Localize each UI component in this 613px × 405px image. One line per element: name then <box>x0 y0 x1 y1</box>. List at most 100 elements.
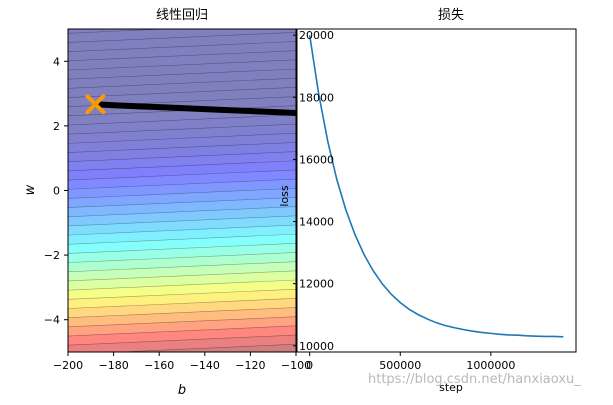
x-tick-label: 1000000 <box>466 359 515 372</box>
contour-x-ticks: −200 −180 −160 −140 −120 −100 <box>53 352 311 372</box>
contour-line <box>68 132 296 144</box>
contour-line <box>68 197 296 208</box>
y-tick-label: 10000 <box>299 340 334 353</box>
loss-title: 损失 <box>438 8 464 23</box>
contour-line <box>68 41 296 52</box>
contour-band <box>68 307 296 328</box>
contour-line <box>114 343 296 352</box>
contour-band <box>68 59 296 80</box>
contour-band <box>68 68 296 89</box>
contour-line <box>68 270 296 282</box>
y-tick-label: 0 <box>53 185 60 198</box>
contour-field <box>66 0 298 352</box>
x-tick-label: 500000 <box>379 359 421 372</box>
contour-line <box>68 151 296 163</box>
contour-line <box>68 206 296 218</box>
contour-line <box>68 261 296 273</box>
y-tick-label: 16000 <box>299 153 334 166</box>
contour-band <box>68 334 296 352</box>
contour-ylabel: w <box>23 184 38 195</box>
contour-line <box>68 29 172 34</box>
y-tick-label: 4 <box>53 55 60 68</box>
contour-line <box>68 334 296 346</box>
contour-title: 线性回归 <box>156 8 208 23</box>
contour-band <box>68 224 296 245</box>
contour-line <box>68 279 296 291</box>
loss-curve <box>308 35 564 338</box>
loss-ylabel: loss <box>278 185 291 207</box>
contour-band <box>68 169 296 190</box>
y-tick-label: −4 <box>44 314 60 327</box>
contour-band <box>68 197 296 218</box>
contour-y-ticks: −4 −2 0 2 4 <box>44 55 68 327</box>
x-tick-label: −180 <box>98 359 128 372</box>
contour-band <box>68 32 296 52</box>
contour-band <box>68 298 296 318</box>
contour-line <box>68 114 296 126</box>
contour-band <box>68 151 296 172</box>
contour-line <box>68 215 296 227</box>
contour-band <box>68 187 296 208</box>
contour-line <box>68 316 296 328</box>
contour-band <box>68 142 296 163</box>
contour-line <box>68 77 296 89</box>
contour-line <box>68 224 296 236</box>
x-tick-label: −100 <box>281 359 311 372</box>
x-tick-label: −120 <box>235 359 265 372</box>
contour-band <box>68 261 296 282</box>
contour-band <box>68 50 296 71</box>
contour-line <box>68 243 296 254</box>
contour-line <box>68 160 296 172</box>
contour-band <box>66 0 298 6</box>
contour-line <box>68 325 296 337</box>
contour-line <box>68 32 296 43</box>
minimum-marker <box>85 94 106 115</box>
loss-axes: 损失 0 500000 1000000 10000 12000 14000 16000 18… <box>278 8 577 394</box>
contour-band <box>68 114 296 135</box>
contour-line <box>68 307 296 318</box>
contour-band <box>68 215 296 236</box>
contour-band <box>68 160 296 181</box>
contour-band <box>68 41 296 62</box>
contour-line <box>68 123 296 135</box>
contour-band <box>68 132 296 153</box>
x-tick-label: −140 <box>190 359 220 372</box>
y-tick-label: 20000 <box>299 29 334 42</box>
contour-band <box>68 288 296 309</box>
contour-band <box>68 279 296 300</box>
y-tick-label: 2 <box>53 120 60 133</box>
contour-band <box>68 233 296 254</box>
descent-path <box>95 101 296 116</box>
x-tick-label: −160 <box>144 359 174 372</box>
loss-frame <box>296 28 577 353</box>
x-tick-label: 0 <box>306 359 313 372</box>
contour-band <box>68 316 296 337</box>
contour-line <box>68 298 296 309</box>
contour-band <box>68 243 296 263</box>
contour-band <box>114 343 296 352</box>
watermark: https://blog.csdn.net/hanxiaoxu_ <box>368 372 581 387</box>
contour-line <box>68 252 296 263</box>
contour-band <box>68 87 296 107</box>
y-tick-label: 14000 <box>299 216 334 229</box>
contour-band <box>68 252 296 273</box>
y-tick-label: 12000 <box>299 278 334 291</box>
contour-band <box>68 178 296 199</box>
y-tick-label: 18000 <box>299 91 334 104</box>
contour-line <box>68 187 296 199</box>
loss-y-ticks: 10000 12000 14000 16000 18000 20000 <box>293 29 334 353</box>
contour-line <box>68 50 296 62</box>
y-tick-label: −2 <box>44 249 60 262</box>
contour-band <box>68 123 296 144</box>
contour-line <box>68 59 296 71</box>
loss-xlabel: step <box>439 381 463 394</box>
contour-line <box>68 233 296 245</box>
marker-stroke <box>85 94 106 115</box>
contour-line <box>68 142 296 153</box>
contour-line <box>68 178 296 190</box>
x-tick-label: −200 <box>53 359 83 372</box>
contour-line <box>68 169 296 181</box>
contour-band <box>68 270 296 291</box>
